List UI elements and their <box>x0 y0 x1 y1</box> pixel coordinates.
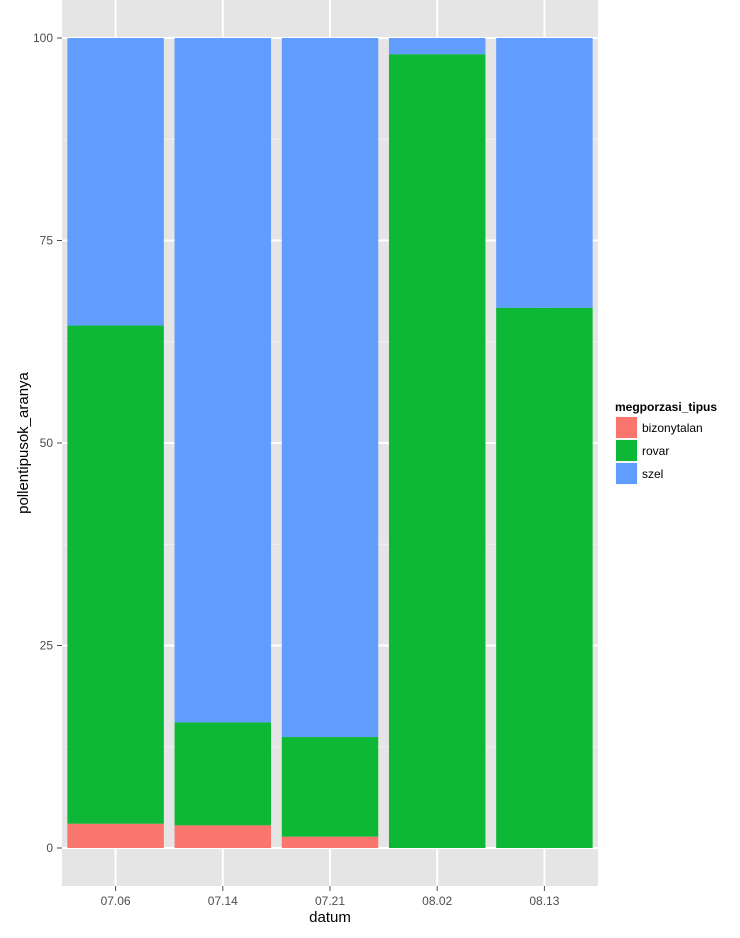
bar-segment-rovar <box>281 737 379 837</box>
bar-segment-bizonytalan <box>67 823 164 848</box>
y-tick-label: 25 <box>40 639 54 653</box>
y-axis-title: pollentipusok_aranya <box>15 371 32 513</box>
bar-segment-rovar <box>496 307 593 849</box>
x-tick-label: 08.02 <box>422 894 452 908</box>
bar-segment-szel <box>67 38 164 326</box>
x-axis-title: datum <box>309 909 351 926</box>
bar-segment-rovar <box>67 325 164 824</box>
bar-segment-rovar <box>174 722 272 826</box>
legend-label-szel: szel <box>642 467 663 481</box>
legend-swatch-szel <box>616 463 637 484</box>
bar-segment-rovar <box>388 54 486 848</box>
bars-group <box>67 38 593 849</box>
bar-segment-szel <box>174 38 272 723</box>
x-axis: 07.06 07.14 07.21 08.02 08.13 <box>101 886 560 908</box>
x-tick-label: 08.13 <box>529 894 559 908</box>
x-tick-label: 07.21 <box>315 894 345 908</box>
y-tick-label: 75 <box>40 234 54 248</box>
x-tick-label: 07.14 <box>208 894 238 908</box>
bar-segment-szel <box>281 38 379 738</box>
bar-segment-szel <box>388 38 486 55</box>
legend-swatch-bizonytalan <box>616 417 637 438</box>
legend-label-rovar: rovar <box>642 444 669 458</box>
legend: megporzasi_tipus bizonytalan rovar szel <box>614 400 717 486</box>
y-tick-label: 0 <box>46 841 53 855</box>
bar-segment-bizonytalan <box>281 836 379 848</box>
x-tick-label: 07.06 <box>101 894 131 908</box>
bar-segment-bizonytalan <box>174 825 272 848</box>
y-tick-label: 100 <box>33 31 53 45</box>
y-axis: 0 25 50 75 100 <box>33 31 62 855</box>
bar-segment-szel <box>496 38 593 308</box>
y-tick-label: 50 <box>40 436 54 450</box>
legend-label-bizonytalan: bizonytalan <box>642 421 703 435</box>
legend-title: megporzasi_tipus <box>615 400 717 414</box>
legend-swatch-rovar <box>616 440 637 461</box>
